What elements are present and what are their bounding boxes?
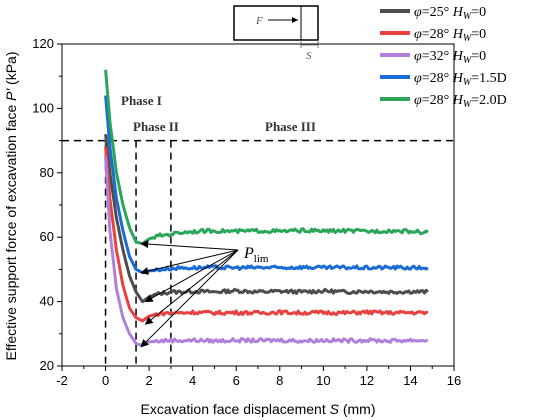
limit-arrow-3 [144,249,239,325]
y-tick-label-2: 60 [40,229,54,244]
legend-label-4: φ=28° HW=2.0D [414,93,507,110]
x-tick-label-8: 14 [403,373,417,388]
series-line-2 [104,156,429,347]
phase-label-3: Phase III [265,119,316,134]
y-tick-label-4: 100 [32,100,54,115]
legend: φ=25° HW=0 φ=28° HW=0 φ=32° HW=0 φ=28° HW=1… [380,5,507,110]
annotations [140,240,239,348]
phase-label-1: Phase I [121,93,162,108]
x-tick-label-0: -2 [56,373,68,388]
series-line-1 [104,146,429,323]
inset-tunnel-box [233,5,319,41]
y-tick-label-1: 40 [40,294,54,309]
x-tick-label-3: 4 [189,373,196,388]
y-tick-label-5: 120 [32,36,54,51]
x-axis-title: Excavation face displacement S (mm) [141,401,376,417]
legend-label-2: φ=32° HW=0 [414,49,486,66]
series-group [104,69,429,347]
legend-label-1: φ=28° HW=0 [414,27,486,44]
limit-arrow-2 [144,249,239,303]
x-tick-label-7: 12 [360,373,374,388]
plim-label: Plim [243,245,269,265]
inset-schematic: F S [233,5,319,62]
phase-label-2: Phase II [133,119,179,134]
legend-label-0: φ=25° HW=0 [414,5,486,22]
x-tick-label-4: 6 [233,373,240,388]
x-tick-label-2: 2 [145,373,152,388]
axis-ticks: -2 0 2 4 6 8 10 12 14 16 20 40 60 80 100 120 [32,36,461,388]
x-tick-label-9: 16 [447,373,461,388]
series-line-0 [104,134,429,304]
x-tick-label-6: 10 [316,373,330,388]
legend-label-3: φ=28° HW=1.5D [414,71,507,88]
inset-force-arrowhead [292,17,298,23]
y-tick-label-0: 20 [40,358,54,373]
series-line-4 [104,69,429,246]
y-axis-title: Effective support force of excavation fa… [3,51,19,360]
y-tick-label-3: 80 [40,165,54,180]
limit-arrow-1 [140,249,239,275]
x-tick-label-1: 0 [102,373,109,388]
limit-arrow-4 [140,249,239,348]
inset-force-label: F [255,15,263,27]
limit-arrow-0 [140,240,239,251]
x-tick-label-5: 8 [276,373,283,388]
inset-displacement-label: S [306,50,312,62]
series-line-3 [104,95,429,275]
